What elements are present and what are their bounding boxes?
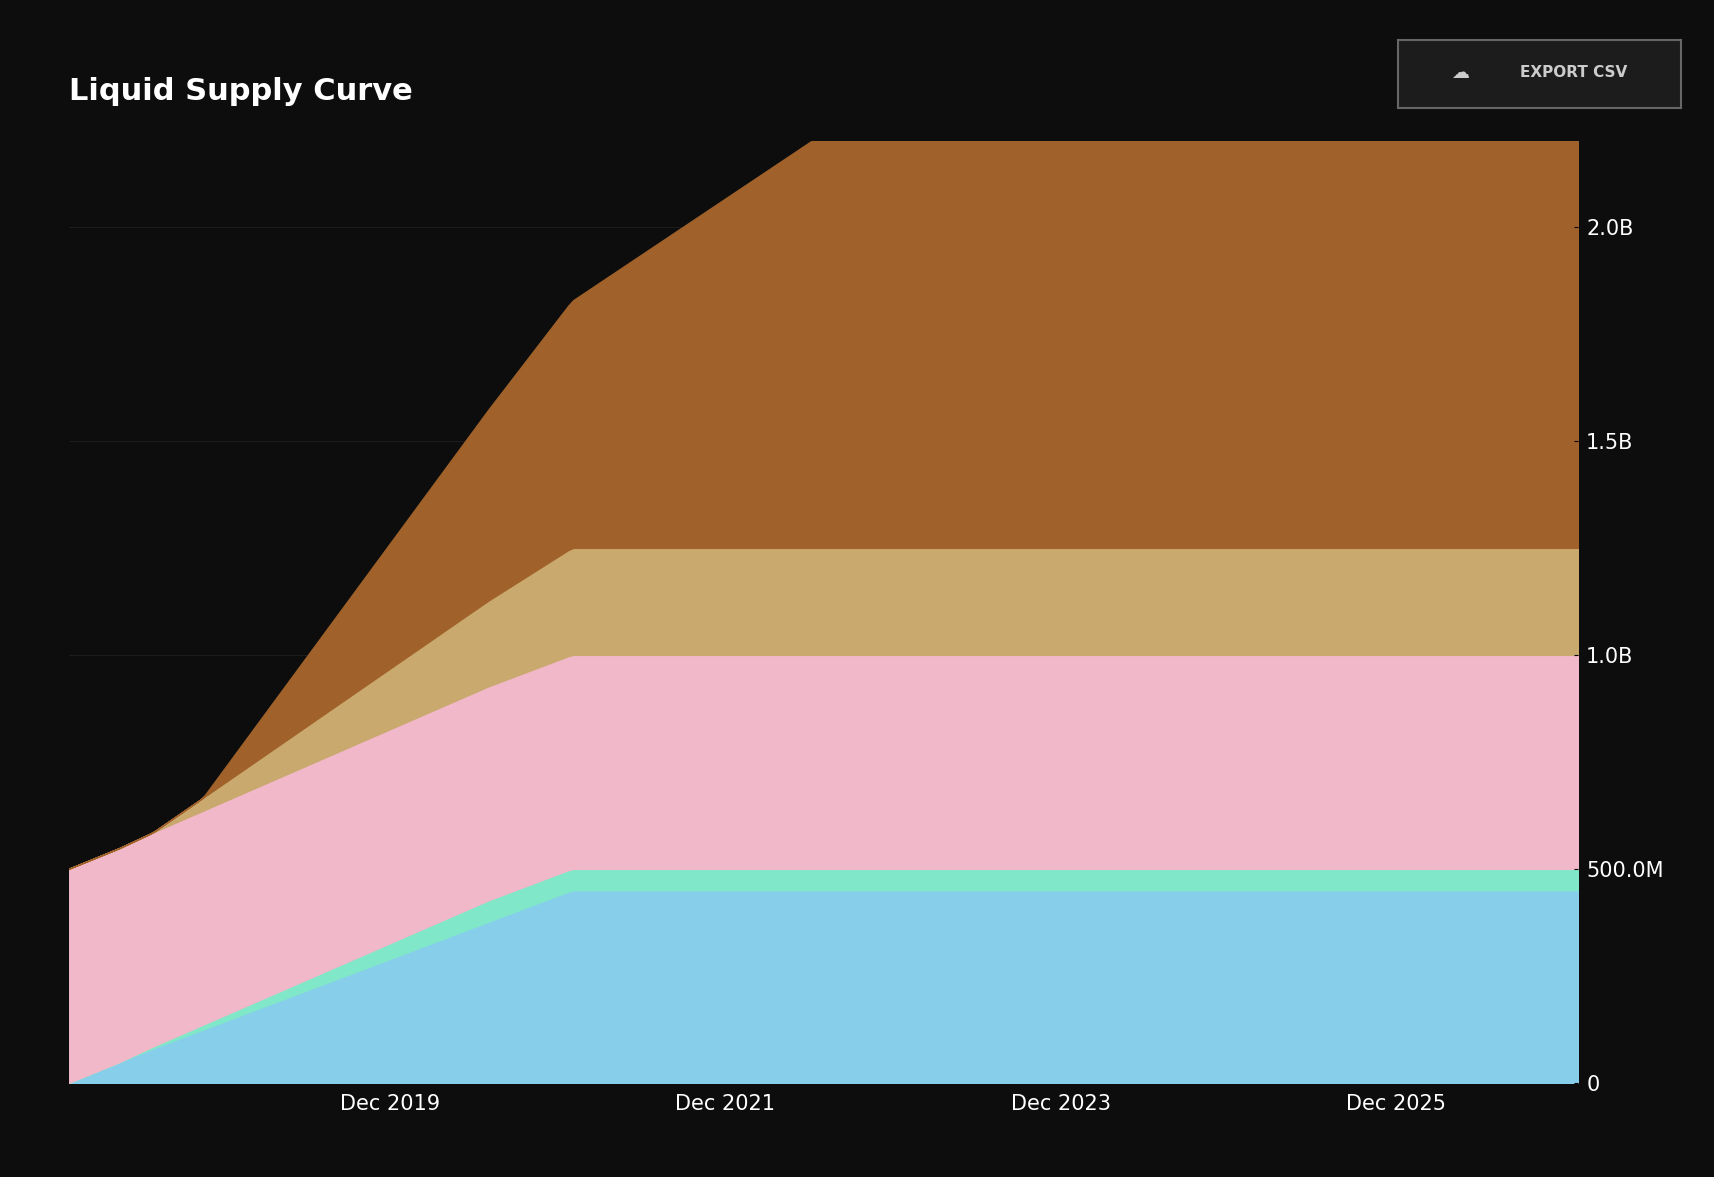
Text: ☁: ☁: [1450, 64, 1469, 81]
Text: Liquid Supply Curve: Liquid Supply Curve: [69, 77, 411, 106]
Text: EXPORT CSV: EXPORT CSV: [1519, 65, 1627, 80]
